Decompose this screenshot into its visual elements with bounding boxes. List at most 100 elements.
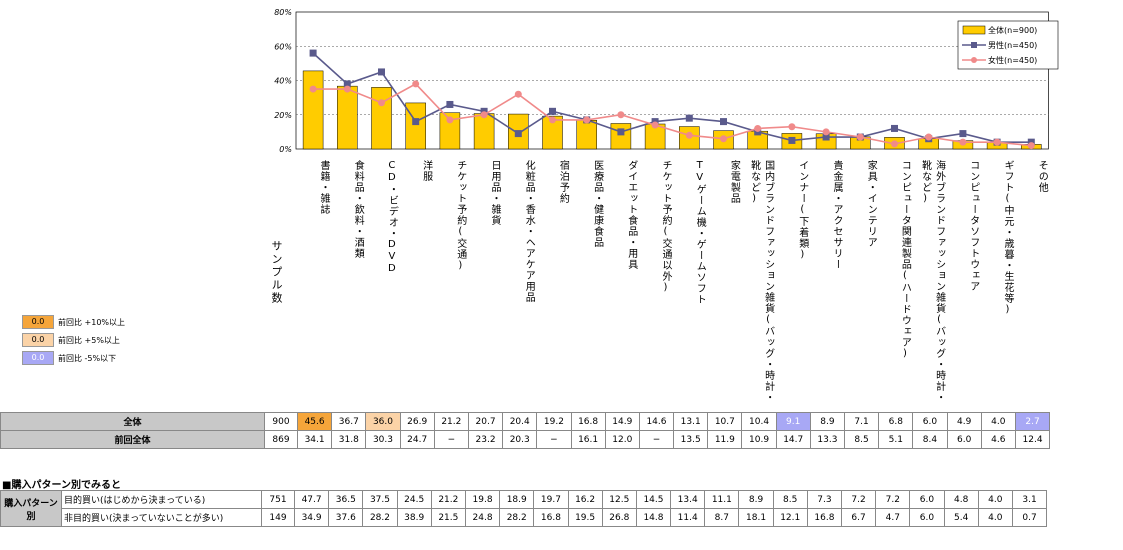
value-cell: −: [536, 430, 572, 449]
value-cell: 24.5: [396, 490, 432, 509]
pattern-label: 非目的買い(決まっていないことが多い): [61, 508, 262, 527]
value-cell: 8.9: [738, 490, 774, 509]
female-point: [959, 138, 967, 146]
sample-cell: 149: [261, 508, 295, 527]
value-cell: 12.4: [1014, 430, 1051, 449]
bar: [439, 112, 461, 150]
female-point: [446, 116, 454, 124]
value-cell: 13.3: [809, 430, 846, 449]
female-point: [1027, 142, 1035, 150]
category-label: 化粧品・香水・ヘアケア用品: [523, 160, 535, 303]
male-point: [720, 118, 727, 126]
value-cell: 8.5: [772, 490, 808, 509]
value-cell: 11.1: [704, 490, 740, 509]
chart-legend: 全体(n=900) 男性(n=450) 女性(n=450): [957, 20, 1059, 70]
value-cell: 16.1: [570, 430, 606, 449]
value-cell: 5.1: [878, 430, 914, 449]
value-cell: 8.9: [809, 412, 846, 431]
purchase-pattern-table: 購入パターン別 目的買い(はじめから決まっている) 751 47.7 36.5 37.5 2…: [0, 490, 1048, 527]
value-cell: 8.7: [704, 508, 740, 527]
female-point: [617, 111, 625, 119]
value-cell: 16.8: [533, 508, 569, 527]
sample-cell: 751: [261, 490, 295, 509]
bar: [542, 115, 563, 150]
row-label: 前回全体: [0, 430, 265, 449]
up10-swatch: 0.0: [22, 315, 54, 329]
y-tick-label: 20%: [274, 111, 292, 120]
value-cell: 4.8: [943, 490, 979, 509]
y-tick-label: 60%: [274, 42, 292, 51]
value-cell: 6.7: [840, 508, 877, 527]
value-cell: 21.5: [430, 508, 466, 527]
male-point: [343, 80, 351, 88]
table-row: 前回全体 869 34.1 31.8 30.3 24.7−23.2 20.3−16.1 12.…: [0, 430, 1051, 449]
value-cell: 14.8: [635, 508, 672, 527]
male-point: [412, 118, 420, 126]
down5-swatch: 0.0: [22, 351, 54, 365]
up5-swatch: 0.0: [22, 333, 54, 347]
male-point: [549, 107, 556, 115]
value-cell: 11.4: [670, 508, 706, 527]
category-label: 宿泊予約: [557, 160, 569, 204]
female-point: [856, 133, 864, 141]
series-line: [313, 82, 1032, 147]
value-cell: 4.9: [946, 412, 982, 431]
pattern-row: 購入パターン別 目的買い(はじめから決まっている) 751 47.7 36.5 37.5 2…: [0, 490, 1048, 527]
value-cell: 4.0: [977, 490, 1013, 509]
legend-total: 全体(n=900): [988, 25, 1037, 35]
value-cell: 9.1: [775, 412, 811, 431]
bar: [405, 102, 426, 150]
bar: [576, 119, 597, 150]
category-label: 海外ブランドファッション雑貨(バッグ・時計・靴など): [919, 160, 945, 403]
value-cell: 37.6: [328, 508, 364, 527]
female-point: [412, 80, 420, 88]
value-cell: 37.5: [362, 490, 398, 509]
value-cell: 20.3: [502, 430, 538, 449]
group-label: 購入パターン別: [0, 490, 62, 527]
value-cell: 34.1: [296, 430, 333, 449]
y-tick-label: 0%: [279, 145, 292, 154]
value-cell: 30.3: [365, 430, 401, 449]
value-cell: 47.7: [293, 490, 330, 509]
legend-up5: 0.0 前回比 +5%以上: [22, 331, 152, 349]
value-cell: 6.0: [946, 430, 982, 449]
value-cell: 10.7: [707, 412, 743, 431]
category-label: ダイエット食品・用具: [625, 160, 637, 270]
category-label: 洋服: [420, 160, 432, 182]
summary-table: 全体 900 45.6 36.7 36.0 26.9 21.2 20.7 20.4 19.2 16.…: [0, 412, 1051, 449]
category-label: TVゲーム機・ゲームソフト: [694, 160, 706, 305]
male-point: [959, 130, 967, 138]
value-cell: 12.1: [772, 508, 808, 527]
value-cell: 45.6: [296, 412, 333, 431]
category-label: 食料品・飲料・酒類: [352, 160, 364, 259]
up5-label: 前回比 +5%以上: [58, 335, 120, 345]
down5-label: 前回比 -5%以下: [58, 353, 117, 363]
female-point: [309, 85, 317, 93]
value-cell: 23.2: [467, 430, 504, 449]
bar-line-chart: 80% 60% 40% 20% 0% 全体(n=900) 男性(n=450) 女性(n=…: [274, 8, 1059, 154]
value-cell: 2.7: [1014, 412, 1051, 431]
value-cell: 5.4: [943, 508, 979, 527]
category-label: インナー(下着類): [796, 160, 808, 261]
bar: [302, 70, 324, 150]
category-label: 書籍・雑誌: [318, 160, 329, 215]
legend-female-marker: [971, 57, 977, 63]
value-cell: 3.1: [1011, 490, 1048, 509]
value-cell: 16.2: [567, 490, 603, 509]
value-cell: 0.7: [1011, 508, 1048, 527]
value-cell: 18.9: [499, 490, 535, 509]
value-cell: 7.2: [875, 490, 911, 509]
value-cell: 28.2: [499, 508, 535, 527]
value-cell: 38.9: [396, 508, 432, 527]
bar: [473, 113, 495, 150]
sample-cell: 900: [264, 412, 298, 431]
category-label: その他: [1036, 160, 1048, 193]
legend-male-marker: [971, 42, 977, 48]
male-point: [822, 133, 830, 141]
value-cell: 11.9: [707, 430, 743, 449]
value-cell: 6.0: [909, 508, 945, 527]
value-cell: 26.9: [399, 412, 435, 431]
value-cell: 4.6: [980, 430, 1016, 449]
female-point: [378, 99, 385, 107]
value-cell: 10.4: [741, 412, 777, 431]
